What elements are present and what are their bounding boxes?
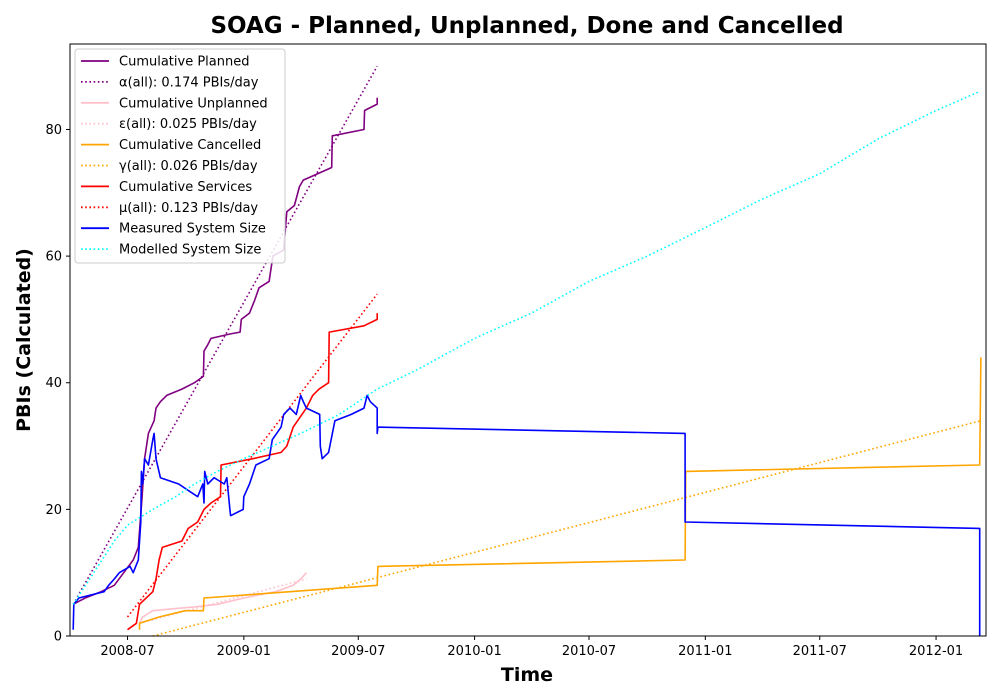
legend-label: Cumulative Unplanned — [119, 96, 268, 111]
x-tick-label: 2009-07 — [331, 644, 385, 659]
legend-label: γ(all): 0.026 PBIs/day — [119, 159, 258, 174]
y-tick-label: 0 — [54, 630, 62, 645]
y-tick-label: 80 — [45, 123, 62, 138]
plot-frame — [69, 43, 987, 637]
legend-box — [74, 48, 286, 264]
series-line-all-0-025-pbis-day — [139, 578, 307, 625]
chart-title: SOAG - Planned, Unplanned, Done and Canc… — [210, 13, 843, 39]
legend-label: α(all): 0.174 PBIs/day — [119, 75, 259, 90]
series-line-cumulative-unplanned — [138, 572, 307, 624]
legend-label: ε(all): 0.025 PBIs/day — [119, 117, 257, 132]
legend-label: μ(all): 0.123 PBIs/day — [119, 201, 258, 216]
y-axis-label: PBIs (Calculated) — [13, 248, 35, 432]
x-tick-label: 2011-01 — [678, 644, 732, 659]
series-layer — [72, 65, 982, 637]
series-line-measured-system-size — [72, 394, 981, 636]
legend-label: Modelled System Size — [119, 243, 261, 258]
y-tick-label: 40 — [45, 376, 62, 391]
x-axis: 2008-07 2009-01 2009-07 2010-01 2010-07 2011-… — [100, 636, 963, 659]
legend: Cumulative Planned α(all): 0.174 PBIs/day… — [74, 48, 286, 264]
x-tick-label: 2012-01 — [909, 644, 963, 659]
legend-label: Cumulative Planned — [119, 55, 249, 70]
series-line-cumulative-cancelled — [138, 357, 982, 630]
series-line-all-0-123-pbis-day — [126, 293, 378, 618]
legend-label: Cumulative Services — [119, 180, 252, 195]
x-axis-label: Time — [501, 664, 553, 686]
series-line-cumulative-services — [127, 313, 378, 631]
series-line-modelled-system-size — [72, 90, 981, 605]
legend-label: Measured System Size — [119, 222, 266, 237]
x-tick-label: 2010-07 — [562, 644, 616, 659]
x-tick-label: 2008-07 — [100, 644, 154, 659]
legend-label: Cumulative Cancelled — [119, 138, 261, 153]
y-axis: 0 20 40 60 80 — [45, 123, 70, 645]
x-tick-label: 2011-07 — [793, 644, 847, 659]
y-tick-label: 20 — [45, 503, 62, 518]
x-tick-label: 2009-01 — [217, 644, 271, 659]
x-tick-label: 2010-01 — [447, 644, 501, 659]
y-tick-label: 60 — [45, 250, 62, 265]
